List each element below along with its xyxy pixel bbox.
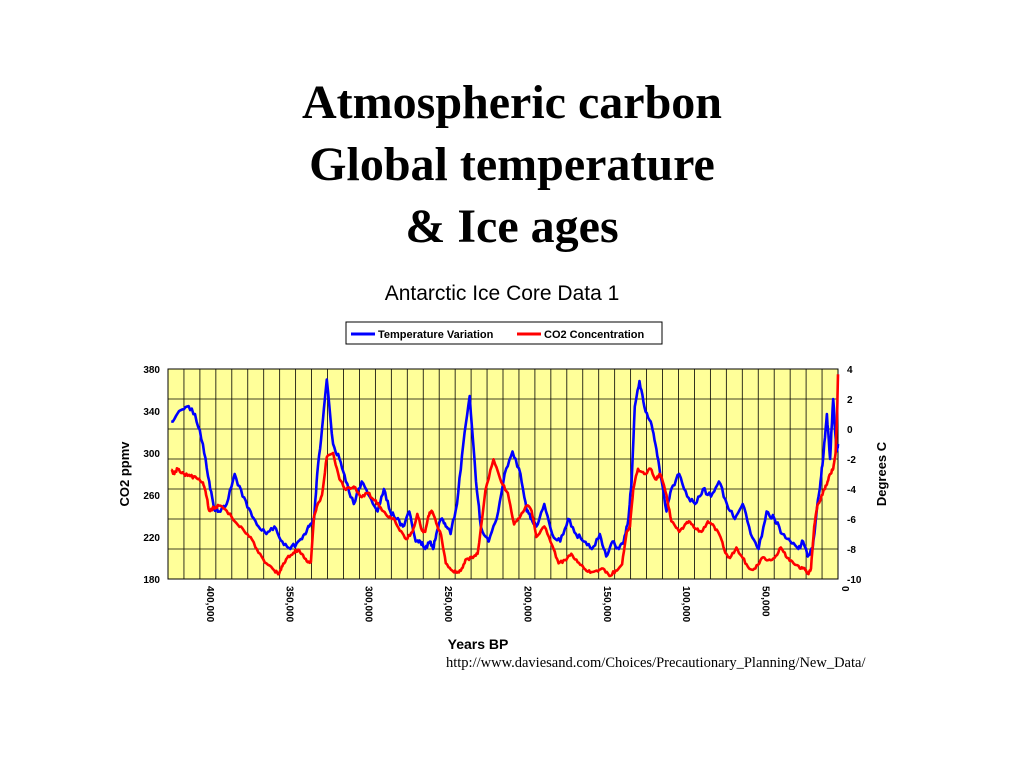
axis-tick-labels: 180 220 260 300 340 380 -10 -8 -6 -4 -2 0 2 4 400,000 3… xyxy=(143,365,862,623)
co2-series-line xyxy=(170,374,840,578)
slide-title-line: & Ice ages xyxy=(405,200,619,253)
legend-label-temperature: Temperature Variation xyxy=(378,329,494,341)
x-tick-label: 400,000 xyxy=(204,586,215,623)
x-tick-label: 250,000 xyxy=(442,586,453,623)
y-right-tick-label: -2 xyxy=(847,455,856,466)
y-right-tick-label: 0 xyxy=(847,425,853,436)
y-left-tick-label: 220 xyxy=(143,533,160,544)
source-url: http://www.daviesand.com/Choices/Precaut… xyxy=(446,655,866,671)
x-tick-label: 350,000 xyxy=(283,586,294,623)
chart-legend: Temperature Variation CO2 Concentration xyxy=(345,321,663,345)
legend-box xyxy=(345,321,663,345)
y-right-tick-label: -8 xyxy=(847,545,856,556)
x-tick-label: 50,000 xyxy=(760,586,771,617)
plot-border xyxy=(167,368,839,580)
x-tick-label: 200,000 xyxy=(521,586,532,623)
slide-title: Atmospheric carbon Global temperature & … xyxy=(0,72,1024,258)
y-right-tick-label: -4 xyxy=(847,485,856,496)
y-left-tick-label: 380 xyxy=(143,365,160,376)
chart-title: Antarctic Ice Core Data 1 xyxy=(385,282,620,305)
y-left-tick-label: 260 xyxy=(143,491,160,502)
x-tick-label: 0 xyxy=(839,586,850,592)
y-left-tick-label: 340 xyxy=(143,407,160,418)
x-tick-label: 100,000 xyxy=(680,586,691,623)
y-right-tick-label: -6 xyxy=(847,515,856,526)
y-axis-left-label: CO2 ppmv xyxy=(117,441,132,507)
x-tick-label: 300,000 xyxy=(363,586,374,623)
x-tick-label: 150,000 xyxy=(601,586,612,623)
slide-title-line: Atmospheric carbon xyxy=(302,76,722,129)
temperature-series-line xyxy=(171,378,840,558)
slide-title-line: Global temperature xyxy=(309,138,715,191)
x-axis-label: Years BP xyxy=(448,636,509,652)
y-right-tick-label: 4 xyxy=(847,365,853,376)
series-layer xyxy=(170,374,840,578)
y-right-tick-label: 2 xyxy=(847,395,853,406)
y-left-tick-label: 180 xyxy=(143,575,160,586)
y-left-tick-label: 300 xyxy=(143,449,160,460)
y-axis-right-label: Degrees C xyxy=(874,441,889,506)
y-right-tick-label: -10 xyxy=(847,575,862,586)
legend-label-co2: CO2 Concentration xyxy=(544,329,645,341)
